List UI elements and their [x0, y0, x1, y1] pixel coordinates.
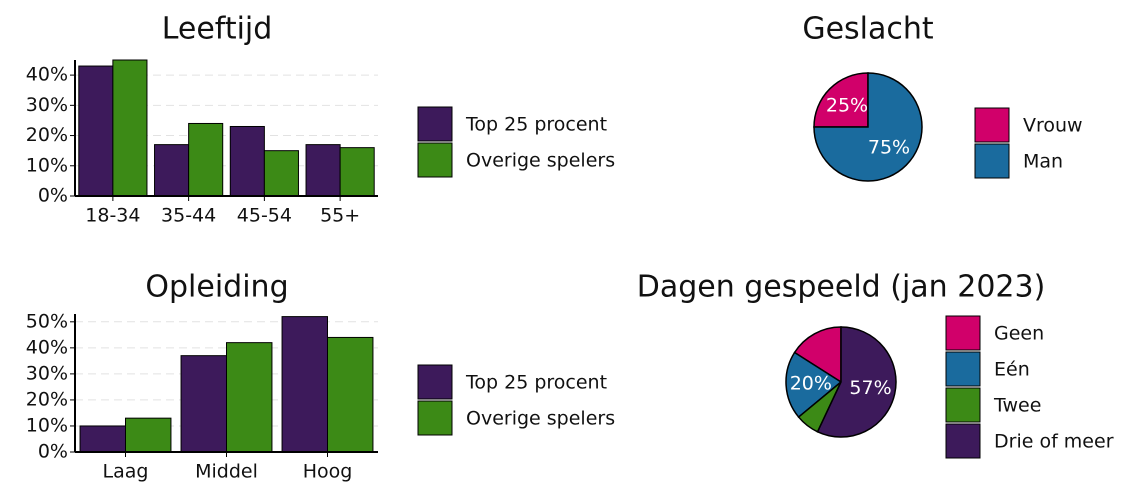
value-label: 75% [868, 137, 910, 159]
chart-title: Geslacht [802, 12, 934, 47]
bar [281, 316, 328, 453]
bar [180, 355, 228, 453]
bar [263, 150, 299, 197]
legend-label: Overige spelers [466, 408, 615, 430]
bar [226, 342, 273, 453]
y-tick-label: 40% [26, 336, 68, 358]
y-tick-label: 50% [26, 310, 68, 332]
legend-swatch [945, 387, 981, 423]
legend-swatch [417, 142, 453, 178]
y-tick-label: 30% [26, 362, 68, 384]
x-tick-label: 18-34 [85, 205, 140, 227]
legend-swatch [945, 423, 981, 459]
y-tick-label: 30% [26, 94, 68, 116]
chart-title: Dagen gespeeld (jan 2023) [637, 270, 1046, 305]
legend-label: Eén [994, 359, 1030, 381]
legend-swatch [417, 106, 453, 142]
bar [327, 336, 374, 453]
y-tick-label: 10% [26, 414, 68, 436]
legend-label: Overige spelers [466, 150, 615, 172]
legend-label: Twee [993, 395, 1041, 417]
bar [154, 144, 190, 197]
value-label: 57% [849, 377, 891, 399]
pie-slice [785, 351, 843, 419]
y-tick-label: 40% [26, 64, 68, 86]
chart-title: Leeftijd [162, 12, 273, 47]
y-tick-label: 0% [38, 441, 68, 463]
pie-slice [816, 326, 897, 438]
legend-swatch [417, 400, 453, 436]
bar [305, 144, 341, 197]
value-label: 20% [790, 372, 832, 394]
bar [229, 125, 265, 197]
pie-slice [813, 72, 923, 182]
legend-label: Top 25 procent [465, 114, 607, 136]
x-tick-label: Hoog [303, 461, 353, 483]
x-tick-label: 35-44 [161, 205, 216, 227]
bar [125, 417, 172, 453]
legend-label: Drie of meer [994, 431, 1114, 453]
value-label: 25% [826, 94, 868, 116]
x-tick-label: 45-54 [237, 205, 292, 227]
x-tick-label: Middel [195, 461, 258, 483]
legend-label: Vrouw [1023, 115, 1083, 137]
bar [188, 122, 224, 197]
legend-swatch [417, 364, 453, 400]
y-tick-label: 10% [26, 154, 68, 176]
x-tick-label: 55+ [320, 205, 360, 227]
bar [339, 147, 375, 197]
legend-label: Geen [994, 323, 1044, 345]
chart-title: Opleiding [145, 270, 288, 305]
legend-swatch [945, 351, 981, 387]
y-tick-label: 20% [26, 388, 68, 410]
pie-slice [813, 72, 869, 128]
legend-label: Man [1023, 151, 1063, 173]
bar [112, 59, 148, 197]
legend-swatch [974, 143, 1010, 179]
y-tick-label: 0% [38, 185, 68, 207]
y-tick-label: 20% [26, 124, 68, 146]
legend-label: Top 25 procent [465, 372, 607, 394]
legend-swatch [974, 107, 1010, 143]
legend-swatch [945, 315, 981, 351]
bar [78, 65, 114, 197]
x-tick-label: Laag [103, 461, 149, 483]
bar [79, 425, 127, 453]
pie-slice [793, 326, 842, 384]
